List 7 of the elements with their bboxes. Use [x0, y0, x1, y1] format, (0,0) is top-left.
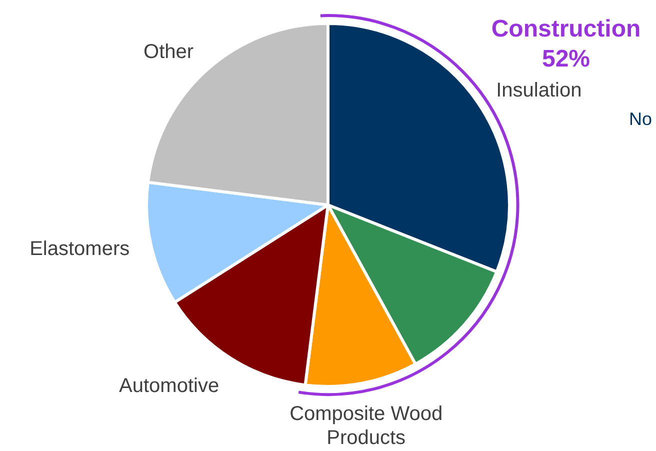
slice-label: Other	[144, 41, 194, 64]
slice-label: Automotive	[119, 375, 220, 398]
slice-label: Insulation	[496, 79, 582, 102]
slice-label: Elastomers	[30, 238, 130, 260]
text: Construction 52%	[491, 16, 641, 73]
text: No	[628, 108, 652, 129]
slice-label: Composite Wood Products	[290, 403, 443, 450]
